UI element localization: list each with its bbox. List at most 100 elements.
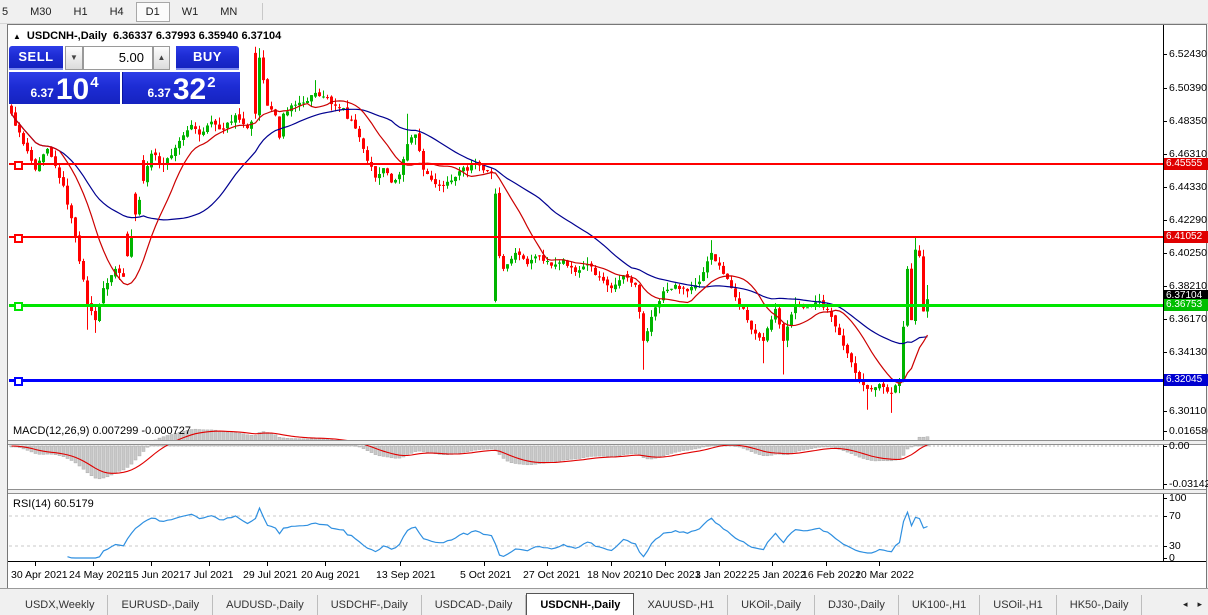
tab-hk50-daily[interactable]: HK50-,Daily: [1057, 595, 1143, 615]
tab-usdcad-daily[interactable]: USDCAD-,Daily: [422, 595, 527, 615]
price-level-line[interactable]: [9, 236, 1163, 238]
date-axis-tick: [547, 562, 548, 566]
timeframe-mn[interactable]: MN: [220, 5, 238, 18]
date-axis-tick: [35, 562, 36, 566]
panel-splitter[interactable]: [8, 489, 1206, 494]
chart-symbol-title: USDCNH-,Daily: [26, 30, 107, 42]
price-axis-tick: [1163, 253, 1167, 254]
price-axis-tick: [1163, 319, 1167, 320]
price-axis-label: 6.30110: [1169, 405, 1207, 417]
tab-usdx-weekly[interactable]: USDX,Weekly: [12, 595, 109, 615]
macd-axis-tick: [1163, 484, 1167, 485]
tab-usoil-h1[interactable]: USOil-,H1: [980, 595, 1057, 615]
buy-button[interactable]: BUY: [176, 46, 239, 70]
price-axis-label: 6.34130: [1169, 346, 1207, 358]
volume-increase-button[interactable]: ▲: [153, 46, 170, 70]
price-axis-label: 6.44330: [1169, 181, 1207, 193]
tab-xauusd-h1[interactable]: XAUUSD-,H1: [634, 595, 729, 615]
price-axis-border: [1163, 25, 1164, 562]
rsi-label: RSI(14) 60.5179: [13, 498, 94, 510]
rsi-axis-label: 0: [1169, 552, 1175, 564]
date-axis-tick: [93, 562, 94, 566]
timeframe-h4[interactable]: H4: [109, 5, 124, 18]
timeframe-w1[interactable]: W1: [181, 5, 199, 18]
panel-splitter[interactable]: [8, 440, 1206, 445]
date-axis-label: 29 Jul 2021: [243, 569, 298, 581]
bid-price-big-digits: 10: [55, 73, 90, 106]
date-axis-label: 3 Jan 2022: [695, 569, 747, 581]
date-axis-tick: [665, 562, 666, 566]
date-axis-label: 16 Feb 2022: [802, 569, 861, 581]
rsi-axis-tick: [1163, 498, 1167, 499]
price-axis-tick: [1163, 220, 1167, 221]
date-axis-label: 13 Sep 2021: [376, 569, 436, 581]
price-level-handle[interactable]: [14, 302, 23, 311]
price-level-handle[interactable]: [14, 161, 23, 170]
collapse-one-click-icon[interactable]: ▲: [13, 31, 21, 41]
rsi-axis-tick: [1163, 558, 1167, 559]
date-axis-label: 10 Dec 2021: [641, 569, 701, 581]
timeframe-h1[interactable]: H1: [73, 5, 88, 18]
tab-dj30-daily[interactable]: DJ30-,Daily: [815, 595, 899, 615]
macd-axis-label: -0.03142: [1169, 478, 1208, 490]
volume-input[interactable]: 5.00: [83, 46, 153, 70]
price-axis-label: 6.36170: [1169, 313, 1207, 325]
macd-indicator-panel: [9, 428, 1161, 480]
tab-scroll-right-icon[interactable]: ▸: [1197, 599, 1202, 609]
date-axis-tick: [400, 562, 401, 566]
price-axis-badge: 6.32045: [1164, 374, 1208, 386]
tab-scroll-left-icon[interactable]: ◂: [1182, 599, 1188, 609]
bid-price-pip-digit: 4: [90, 74, 99, 91]
tab-ukoil-daily[interactable]: UKOil-,Daily: [728, 595, 815, 615]
ask-price-big-digits: 32: [172, 73, 207, 106]
price-axis-badge: 6.36753: [1164, 299, 1208, 311]
date-axis[interactable]: 30 Apr 2021 24 May 2021 15 Jun 2021 7 Jul 2…: [8, 562, 1206, 588]
date-axis-label: 24 May 2021: [69, 569, 130, 581]
date-axis-label: 18 Nov 2021: [587, 569, 647, 581]
rsi-axis-label: 70: [1169, 510, 1181, 522]
toolbar-separator: [262, 3, 264, 20]
price-level-handle[interactable]: [14, 234, 23, 243]
one-click-trading-panel: SELL ▼ 5.00 ▲ BUY 6.37 10 4 6.37 32 2: [9, 46, 240, 106]
date-axis-tick: [611, 562, 612, 566]
rsi-axis-label: 30: [1169, 540, 1181, 552]
price-axis-label: 6.46310: [1169, 148, 1207, 160]
date-axis-label: 20 Aug 2021: [301, 569, 360, 581]
macd-axis-label: 0.00: [1169, 440, 1190, 452]
timeframe-m5[interactable]: 5: [2, 5, 9, 18]
ask-price-panel[interactable]: 6.37 32 2: [122, 72, 240, 106]
date-axis-label: 30 Apr 2021: [11, 569, 68, 581]
price-level-line[interactable]: [9, 163, 1163, 165]
date-axis-tick: [209, 562, 210, 566]
date-axis-label: 10 Mar 2022: [855, 569, 914, 581]
bid-price-panel[interactable]: 6.37 10 4: [9, 72, 120, 106]
price-level-handle[interactable]: [14, 377, 23, 386]
tab-uk100-h1[interactable]: UK100-,H1: [899, 595, 981, 615]
price-level-line[interactable]: [9, 379, 1163, 382]
bid-price-prefix: 6.37: [30, 86, 54, 100]
timeframe-d1[interactable]: D1: [135, 1, 170, 22]
chart-window: ▲ USDCNH-,Daily 6.36337 6.37993 6.35940 …: [7, 24, 1208, 588]
price-axis-tick: [1163, 88, 1167, 89]
macd-axis-tick: [1163, 446, 1167, 447]
tab-usdchf-daily[interactable]: USDCHF-,Daily: [318, 595, 422, 615]
date-axis-tick: [267, 562, 268, 566]
tab-audusd-daily[interactable]: AUDUSD-,Daily: [213, 595, 318, 615]
price-axis-tick: [1163, 411, 1167, 412]
ask-price-prefix: 6.37: [147, 86, 171, 100]
rsi-indicator-panel: [9, 506, 1161, 559]
tab-eurusd-daily[interactable]: EURUSD-,Daily: [108, 595, 214, 615]
sell-button[interactable]: SELL: [9, 46, 63, 70]
tab-usdcnh-daily[interactable]: USDCNH-,Daily: [526, 593, 635, 615]
timeframe-m30[interactable]: M30: [30, 5, 52, 18]
macd-histogram: [9, 428, 930, 480]
price-axis-label: 6.48350: [1169, 115, 1207, 127]
price-axis-tick: [1163, 154, 1167, 155]
price-level-line[interactable]: [9, 304, 1163, 307]
date-axis-tick: [325, 562, 326, 566]
price-axis-label: 6.40250: [1169, 247, 1207, 259]
volume-decrease-button[interactable]: ▼: [65, 46, 83, 70]
timeframe-toolbar: 5 M30 H1 H4 D1 W1 MN: [0, 0, 1208, 24]
price-axis-tick: [1163, 54, 1167, 55]
